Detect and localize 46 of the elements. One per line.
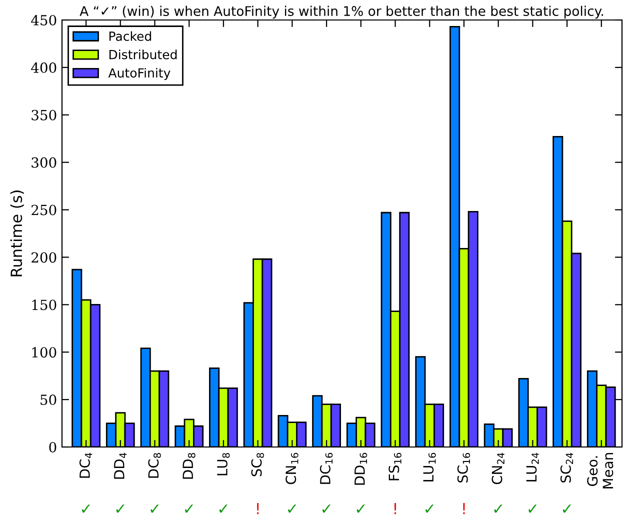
text: ✓	[562, 504, 571, 513]
y-tick-label: 150	[32, 300, 56, 310]
x-tick-label: LU$_{8}$	[217, 453, 230, 476]
legend-label: Distributed	[109, 50, 177, 60]
y-tick-label: 250	[32, 204, 56, 216]
text: !	[394, 503, 396, 514]
text: ✓	[150, 504, 159, 513]
text: !	[257, 503, 259, 514]
x-tick-label: SC$_{24}$	[560, 452, 574, 482]
x-tick-label: Geo. Mean	[587, 453, 614, 488]
x-tick-label: LU$_{16}$	[423, 452, 436, 482]
x-tick-label: CN$_{24}$	[492, 452, 504, 484]
y-tick-label: 300	[32, 157, 56, 168]
text: ✓	[356, 504, 365, 513]
y-tick-label: 400	[31, 62, 56, 73]
x-tick-label: DC$_{4}$	[79, 452, 92, 478]
y-tick-label: 350	[32, 110, 56, 120]
x-tick-label: FS$_{16}$	[388, 452, 402, 480]
text: ✓	[322, 504, 330, 513]
text: ✓	[425, 504, 434, 513]
x-tick-label: DC$_{16}$	[320, 452, 333, 484]
x-tick-label: CN$_{16}$	[286, 452, 298, 484]
y-tick-label: 450	[31, 14, 56, 26]
x-tick-label: DD$_{16}$	[354, 452, 368, 485]
x-tick-label: LU$_{24}$	[526, 452, 539, 482]
x-tick-label: DD$_{4}$	[114, 452, 127, 479]
y-tick-label: 100	[32, 347, 56, 358]
y-tick-label: 200	[32, 252, 56, 263]
text: ✓	[185, 504, 193, 513]
text: ✓	[494, 504, 502, 513]
text: ✓	[116, 504, 124, 513]
y-tick-label: 50	[40, 394, 56, 406]
x-tick-label: DC$_{8}$	[148, 453, 161, 478]
text: ✓	[219, 504, 228, 513]
legend-label: AutoFinity	[108, 68, 170, 80]
y-axis-title: Runtime (s)	[10, 190, 24, 276]
x-tick-label: SC$_{16}$	[457, 452, 470, 482]
text: !	[463, 503, 465, 514]
x-tick-label: SC$_{8}$	[251, 452, 264, 476]
chart-title: A “✓” (win) is when AutoFinity is within 1% or better than the best static policy.	[80, 6, 603, 19]
y-tick-label: 0	[49, 442, 56, 452]
text: ✓	[528, 504, 536, 513]
text: ✓	[288, 504, 296, 513]
x-tick-label: DD$_{8}$	[182, 453, 196, 479]
text: ✓	[82, 504, 90, 513]
legend-label: Packed	[109, 31, 152, 41]
